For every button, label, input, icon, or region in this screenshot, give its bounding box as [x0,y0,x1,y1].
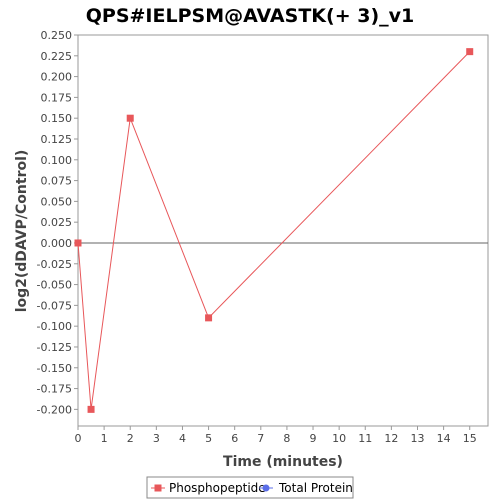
x-axis: 0 1 2 3 4 5 6 7 8 9 10 11 12 13 14 15 [75,426,477,445]
y-tick-label: 0.025 [41,216,73,229]
x-tick-label: 0 [75,432,82,445]
y-tick-label: 0.150 [41,112,73,125]
y-tick-label: -0.050 [37,279,72,292]
x-tick-label: 9 [310,432,317,445]
y-tick-label: 0.000 [41,237,73,250]
series-layer [74,48,474,413]
data-point [74,239,82,247]
x-tick-label: 15 [463,432,477,445]
x-tick-label: 1 [101,432,108,445]
y-tick-label: -0.100 [37,320,72,333]
legend-label: Phosphopeptide [169,481,266,495]
y-tick-label: 0.175 [41,91,73,104]
y-tick-label: 0.075 [41,175,73,188]
legend-marker [154,484,162,492]
data-point [205,314,213,322]
x-tick-label: 14 [437,432,451,445]
y-tick-label: 0.250 [41,29,73,42]
y-tick-label: 0.050 [41,195,73,208]
x-tick-label: 11 [358,432,372,445]
y-axis: 0.250 0.225 0.200 0.175 0.150 0.125 0.100 0.075… [37,29,78,416]
x-tick-label: 8 [283,432,290,445]
x-tick-label: 10 [332,432,346,445]
y-tick-label: -0.025 [37,258,72,271]
y-tick-label: 0.100 [41,154,73,167]
plot-area [77,34,489,427]
x-tick-label: 7 [257,432,264,445]
legend-box [146,476,354,499]
x-tick-label: 5 [205,432,212,445]
y-tick-label: -0.125 [37,341,72,354]
y-axis-label: log2(dDAVP/Control) [14,150,30,313]
data-point [87,405,95,413]
x-tick-label: 2 [127,432,134,445]
chart-title: QPS#IELPSM@AVASTK(+ 3)_v1 [86,5,414,27]
y-tick-label: -0.175 [37,383,72,396]
x-axis-label: Time (minutes) [223,454,343,470]
legend-marker [262,484,270,492]
data-point [466,48,474,56]
y-tick-label: -0.075 [37,299,72,312]
y-tick-label: -0.200 [37,403,72,416]
data-point [126,114,134,122]
y-tick-label: 0.125 [41,133,73,146]
y-tick-label: 0.225 [41,50,73,63]
y-tick-label: -0.150 [37,362,72,375]
x-tick-label: 13 [410,432,424,445]
x-tick-label: 3 [153,432,160,445]
x-tick-label: 4 [179,432,186,445]
x-tick-label: 12 [384,432,398,445]
legend-label: Total Protein [278,481,353,495]
y-tick-label: 0.200 [41,71,73,84]
legend: Phosphopeptide Total Protein [146,476,354,499]
x-tick-label: 6 [231,432,238,445]
